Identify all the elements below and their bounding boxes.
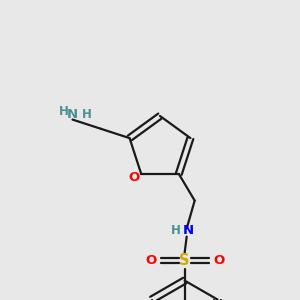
Text: H: H: [58, 105, 68, 118]
Text: O: O: [129, 171, 140, 184]
Text: N: N: [67, 108, 78, 121]
Text: O: O: [145, 254, 156, 267]
Text: H: H: [171, 224, 181, 237]
Text: N: N: [183, 224, 194, 237]
Text: O: O: [213, 254, 224, 267]
Text: S: S: [179, 253, 190, 268]
Text: H: H: [82, 108, 92, 121]
